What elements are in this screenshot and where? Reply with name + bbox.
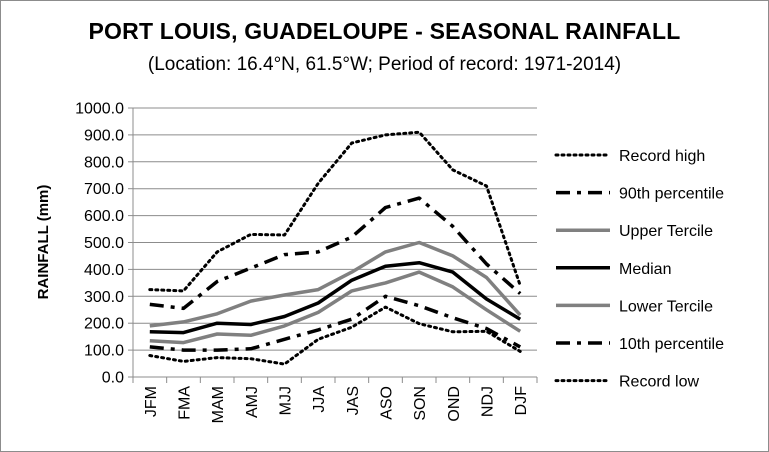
y-tick-label: 300.0 bbox=[84, 289, 124, 306]
x-tick-label: JAS bbox=[345, 386, 362, 415]
legend-label-record-low: Record low bbox=[619, 374, 699, 391]
x-tick-label: AMJ bbox=[244, 386, 261, 418]
legend-label-median: Median bbox=[619, 261, 671, 278]
legend-label-10th-percentile: 10th percentile bbox=[619, 336, 724, 353]
series-line-median bbox=[149, 260, 522, 335]
x-tick-label: MAM bbox=[210, 386, 227, 423]
y-tick-label: 400.0 bbox=[84, 262, 124, 279]
x-tick-label: ASO bbox=[379, 386, 396, 420]
chart-subtitle: (Location: 16.4°N, 61.5°W; Period of rec… bbox=[147, 54, 622, 75]
y-tick-label: 100.0 bbox=[84, 343, 124, 360]
x-tick-label: MJJ bbox=[278, 386, 295, 415]
y-tick-labels: 0.0 100.0 200.0 300.0 400.0 500.0 600.0 700.0 80… bbox=[75, 101, 124, 387]
series-line-record-low bbox=[148, 305, 522, 366]
series-line-90th-percentile bbox=[149, 196, 522, 311]
x-tick-label: NDJ bbox=[480, 386, 497, 417]
x-tick-labels: JFM FMA MAM AMJ MJJ JJA JAS ASO SON OND NDJ DJF bbox=[143, 386, 530, 424]
y-tick-label: 900.0 bbox=[84, 127, 124, 144]
x-tick-label: JFM bbox=[143, 386, 160, 417]
x-tick-label: DJF bbox=[513, 386, 530, 416]
x-tick-label: SON bbox=[412, 386, 429, 421]
chart-title: PORT LOUIS, GUADELOUPE - SEASONAL RAINFA… bbox=[88, 18, 681, 44]
series-line-upper-tercile bbox=[149, 240, 522, 328]
gridlines bbox=[133, 107, 537, 351]
legend-label-upper-tercile: Upper Tercile bbox=[619, 223, 713, 240]
legend-label-90th-percentile: 90th percentile bbox=[619, 186, 724, 203]
legend-label-record-high: Record high bbox=[619, 148, 705, 165]
x-tick-label: FMA bbox=[177, 386, 194, 420]
y-tick-label: 200.0 bbox=[84, 316, 124, 333]
y-tick-label: 700.0 bbox=[84, 181, 124, 198]
series-line-record-high bbox=[148, 130, 522, 293]
axes bbox=[128, 107, 538, 383]
x-tick-label: OND bbox=[446, 386, 463, 422]
y-tick-label: 500.0 bbox=[84, 235, 124, 252]
series-lines bbox=[148, 130, 522, 366]
series-line-10th-percentile bbox=[149, 294, 522, 352]
series-line-lower-tercile bbox=[149, 270, 522, 345]
y-tick-label: 0.0 bbox=[102, 370, 124, 387]
y-tick-label: 800.0 bbox=[84, 154, 124, 171]
y-tick-label: 1000.0 bbox=[75, 101, 124, 118]
legend-label-lower-tercile: Lower Tercile bbox=[619, 298, 713, 315]
y-axis-label: RAINFALL (mm) bbox=[35, 185, 52, 300]
x-tick-label: JJA bbox=[311, 386, 328, 413]
y-tick-label: 600.0 bbox=[84, 208, 124, 225]
legend: Record high 90th percentile Upper Tercile M… bbox=[554, 148, 724, 391]
